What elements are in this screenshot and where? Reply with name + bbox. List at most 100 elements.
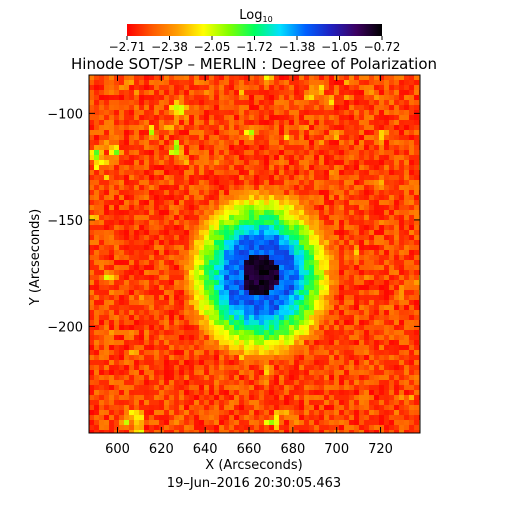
heatmap-cell (359, 145, 364, 150)
heatmap-cell (139, 415, 144, 420)
heatmap-cell (199, 280, 204, 285)
heatmap-cell (119, 240, 124, 245)
heatmap-cell (129, 430, 134, 433)
heatmap-cell (254, 330, 259, 335)
heatmap-cell (414, 115, 419, 120)
heatmap-cell (414, 180, 419, 185)
heatmap-cell (99, 265, 104, 270)
heatmap-cell (219, 190, 224, 195)
heatmap-cell (214, 335, 219, 340)
heatmap-cell (409, 205, 414, 210)
heatmap-cell (334, 360, 339, 365)
heatmap-cell (269, 325, 274, 330)
heatmap-cell (129, 335, 134, 340)
heatmap-cell (404, 260, 409, 265)
heatmap-cell (374, 405, 379, 410)
heatmap-cell (234, 345, 239, 350)
heatmap-cell (279, 75, 284, 80)
heatmap-cell (229, 310, 234, 315)
heatmap-cell (189, 425, 194, 430)
heatmap-cell (119, 260, 124, 265)
heatmap-cell (224, 190, 229, 195)
heatmap-cell (389, 385, 394, 390)
heatmap-cell (209, 165, 214, 170)
heatmap-cell (259, 415, 264, 420)
heatmap-cell (349, 105, 354, 110)
heatmap-cell (159, 155, 164, 160)
heatmap-cell (324, 375, 329, 380)
heatmap-cell (194, 120, 199, 125)
heatmap-cell (144, 95, 149, 100)
heatmap-cell (349, 270, 354, 275)
heatmap-cell (109, 360, 114, 365)
heatmap-cell (339, 195, 344, 200)
heatmap-cell (144, 265, 149, 270)
heatmap-cell (139, 310, 144, 315)
heatmap-cell (189, 230, 194, 235)
heatmap-cell (359, 165, 364, 170)
heatmap-cell (154, 145, 159, 150)
heatmap-cell (134, 280, 139, 285)
heatmap-cell (334, 300, 339, 305)
heatmap-cell (119, 250, 124, 255)
heatmap-cell (314, 380, 319, 385)
heatmap-cell (269, 350, 274, 355)
heatmap-cell (324, 385, 329, 390)
heatmap-cell (394, 130, 399, 135)
heatmap-cell (274, 310, 279, 315)
heatmap-cell (104, 270, 109, 275)
heatmap-cell (184, 155, 189, 160)
heatmap-cell (369, 185, 374, 190)
heatmap-cell (339, 150, 344, 155)
heatmap-cell (94, 135, 99, 140)
heatmap-cell (389, 275, 394, 280)
heatmap-cell (399, 350, 404, 355)
heatmap-cell (414, 235, 419, 240)
heatmap-cell (174, 160, 179, 165)
heatmap-cell (314, 295, 319, 300)
heatmap-cell (329, 115, 334, 120)
heatmap-cell (134, 320, 139, 325)
heatmap-cell (209, 430, 214, 433)
heatmap-cell (274, 220, 279, 225)
heatmap-cell (269, 410, 274, 415)
heatmap-cell (349, 140, 354, 145)
heatmap-cell (149, 345, 154, 350)
heatmap-cell (394, 310, 399, 315)
heatmap-cell (199, 265, 204, 270)
heatmap-cell (119, 175, 124, 180)
heatmap-cell (349, 340, 354, 345)
heatmap-cell (189, 260, 194, 265)
heatmap-cell (394, 85, 399, 90)
heatmap-cell (229, 340, 234, 345)
heatmap-cell (284, 305, 289, 310)
heatmap-cell (234, 85, 239, 90)
heatmap-cell (269, 315, 274, 320)
heatmap-cell (129, 155, 134, 160)
heatmap-cell (274, 340, 279, 345)
heatmap-cell (284, 80, 289, 85)
x-axis-label: X (Arcseconds) (205, 458, 302, 473)
heatmap-cell (179, 395, 184, 400)
heatmap-cell (324, 360, 329, 365)
heatmap-cell (219, 210, 224, 215)
heatmap-cell (229, 185, 234, 190)
heatmap-cell (89, 295, 94, 300)
heatmap-cell (404, 370, 409, 375)
heatmap-cell (379, 125, 384, 130)
heatmap-cell (119, 170, 124, 175)
heatmap-cell (149, 280, 154, 285)
heatmap-cell (354, 275, 359, 280)
heatmap-cell (119, 345, 124, 350)
heatmap-cell (284, 235, 289, 240)
heatmap-cell (154, 270, 159, 275)
heatmap-cell (159, 135, 164, 140)
heatmap-cell (304, 220, 309, 225)
heatmap-cell (199, 330, 204, 335)
heatmap-cell (214, 85, 219, 90)
heatmap-cell (414, 145, 419, 150)
heatmap-cell (339, 275, 344, 280)
heatmap-cell (89, 195, 94, 200)
heatmap-cell (129, 200, 134, 205)
heatmap-cell (279, 430, 284, 433)
